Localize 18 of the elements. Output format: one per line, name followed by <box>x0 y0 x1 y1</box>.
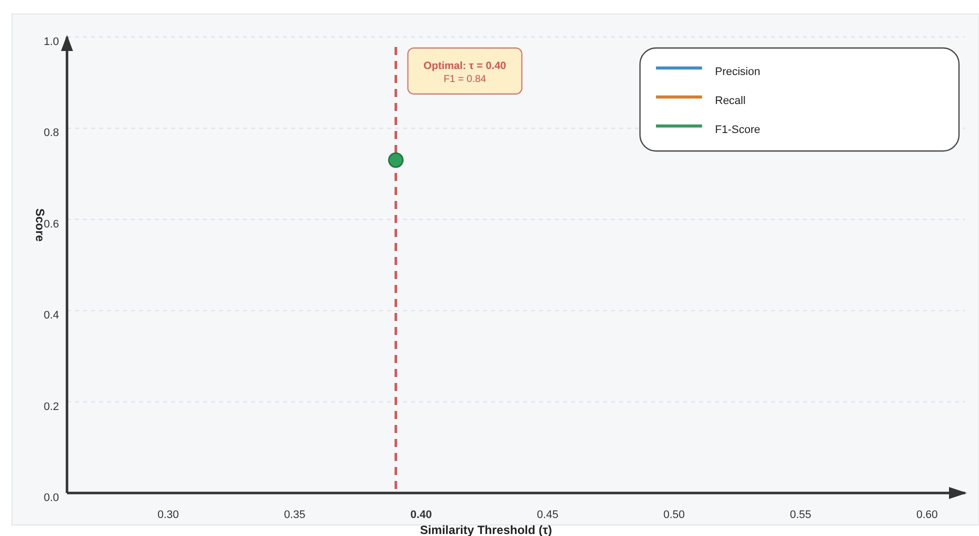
x-tick-label: 0.35 <box>284 509 306 521</box>
x-tick-label: 0.30 <box>157 509 179 521</box>
legend-label: Recall <box>715 95 746 107</box>
x-tick-label: 0.55 <box>790 509 812 521</box>
x-tick-label: 0.50 <box>663 509 685 521</box>
y-tick-label: 1.0 <box>44 36 59 48</box>
y-tick-label: 0.0 <box>44 492 59 504</box>
x-tick-label: 0.40 <box>410 509 432 521</box>
annotation: F1 = 0.84 <box>444 74 487 85</box>
legend-label: Precision <box>715 66 760 78</box>
x-tick-label: 0.45 <box>536 509 558 521</box>
y-tick-label: 0.2 <box>44 400 59 413</box>
y-tick-label: 0.4 <box>44 310 59 322</box>
y-tick-label: 0.8 <box>44 127 59 140</box>
annotation: Optimal: τ = 0.40 <box>424 60 506 72</box>
y-tick-label: 0.6 <box>44 218 59 230</box>
legend-label: F1-Score <box>715 124 760 136</box>
x-tick-label: 0.60 <box>916 509 938 521</box>
